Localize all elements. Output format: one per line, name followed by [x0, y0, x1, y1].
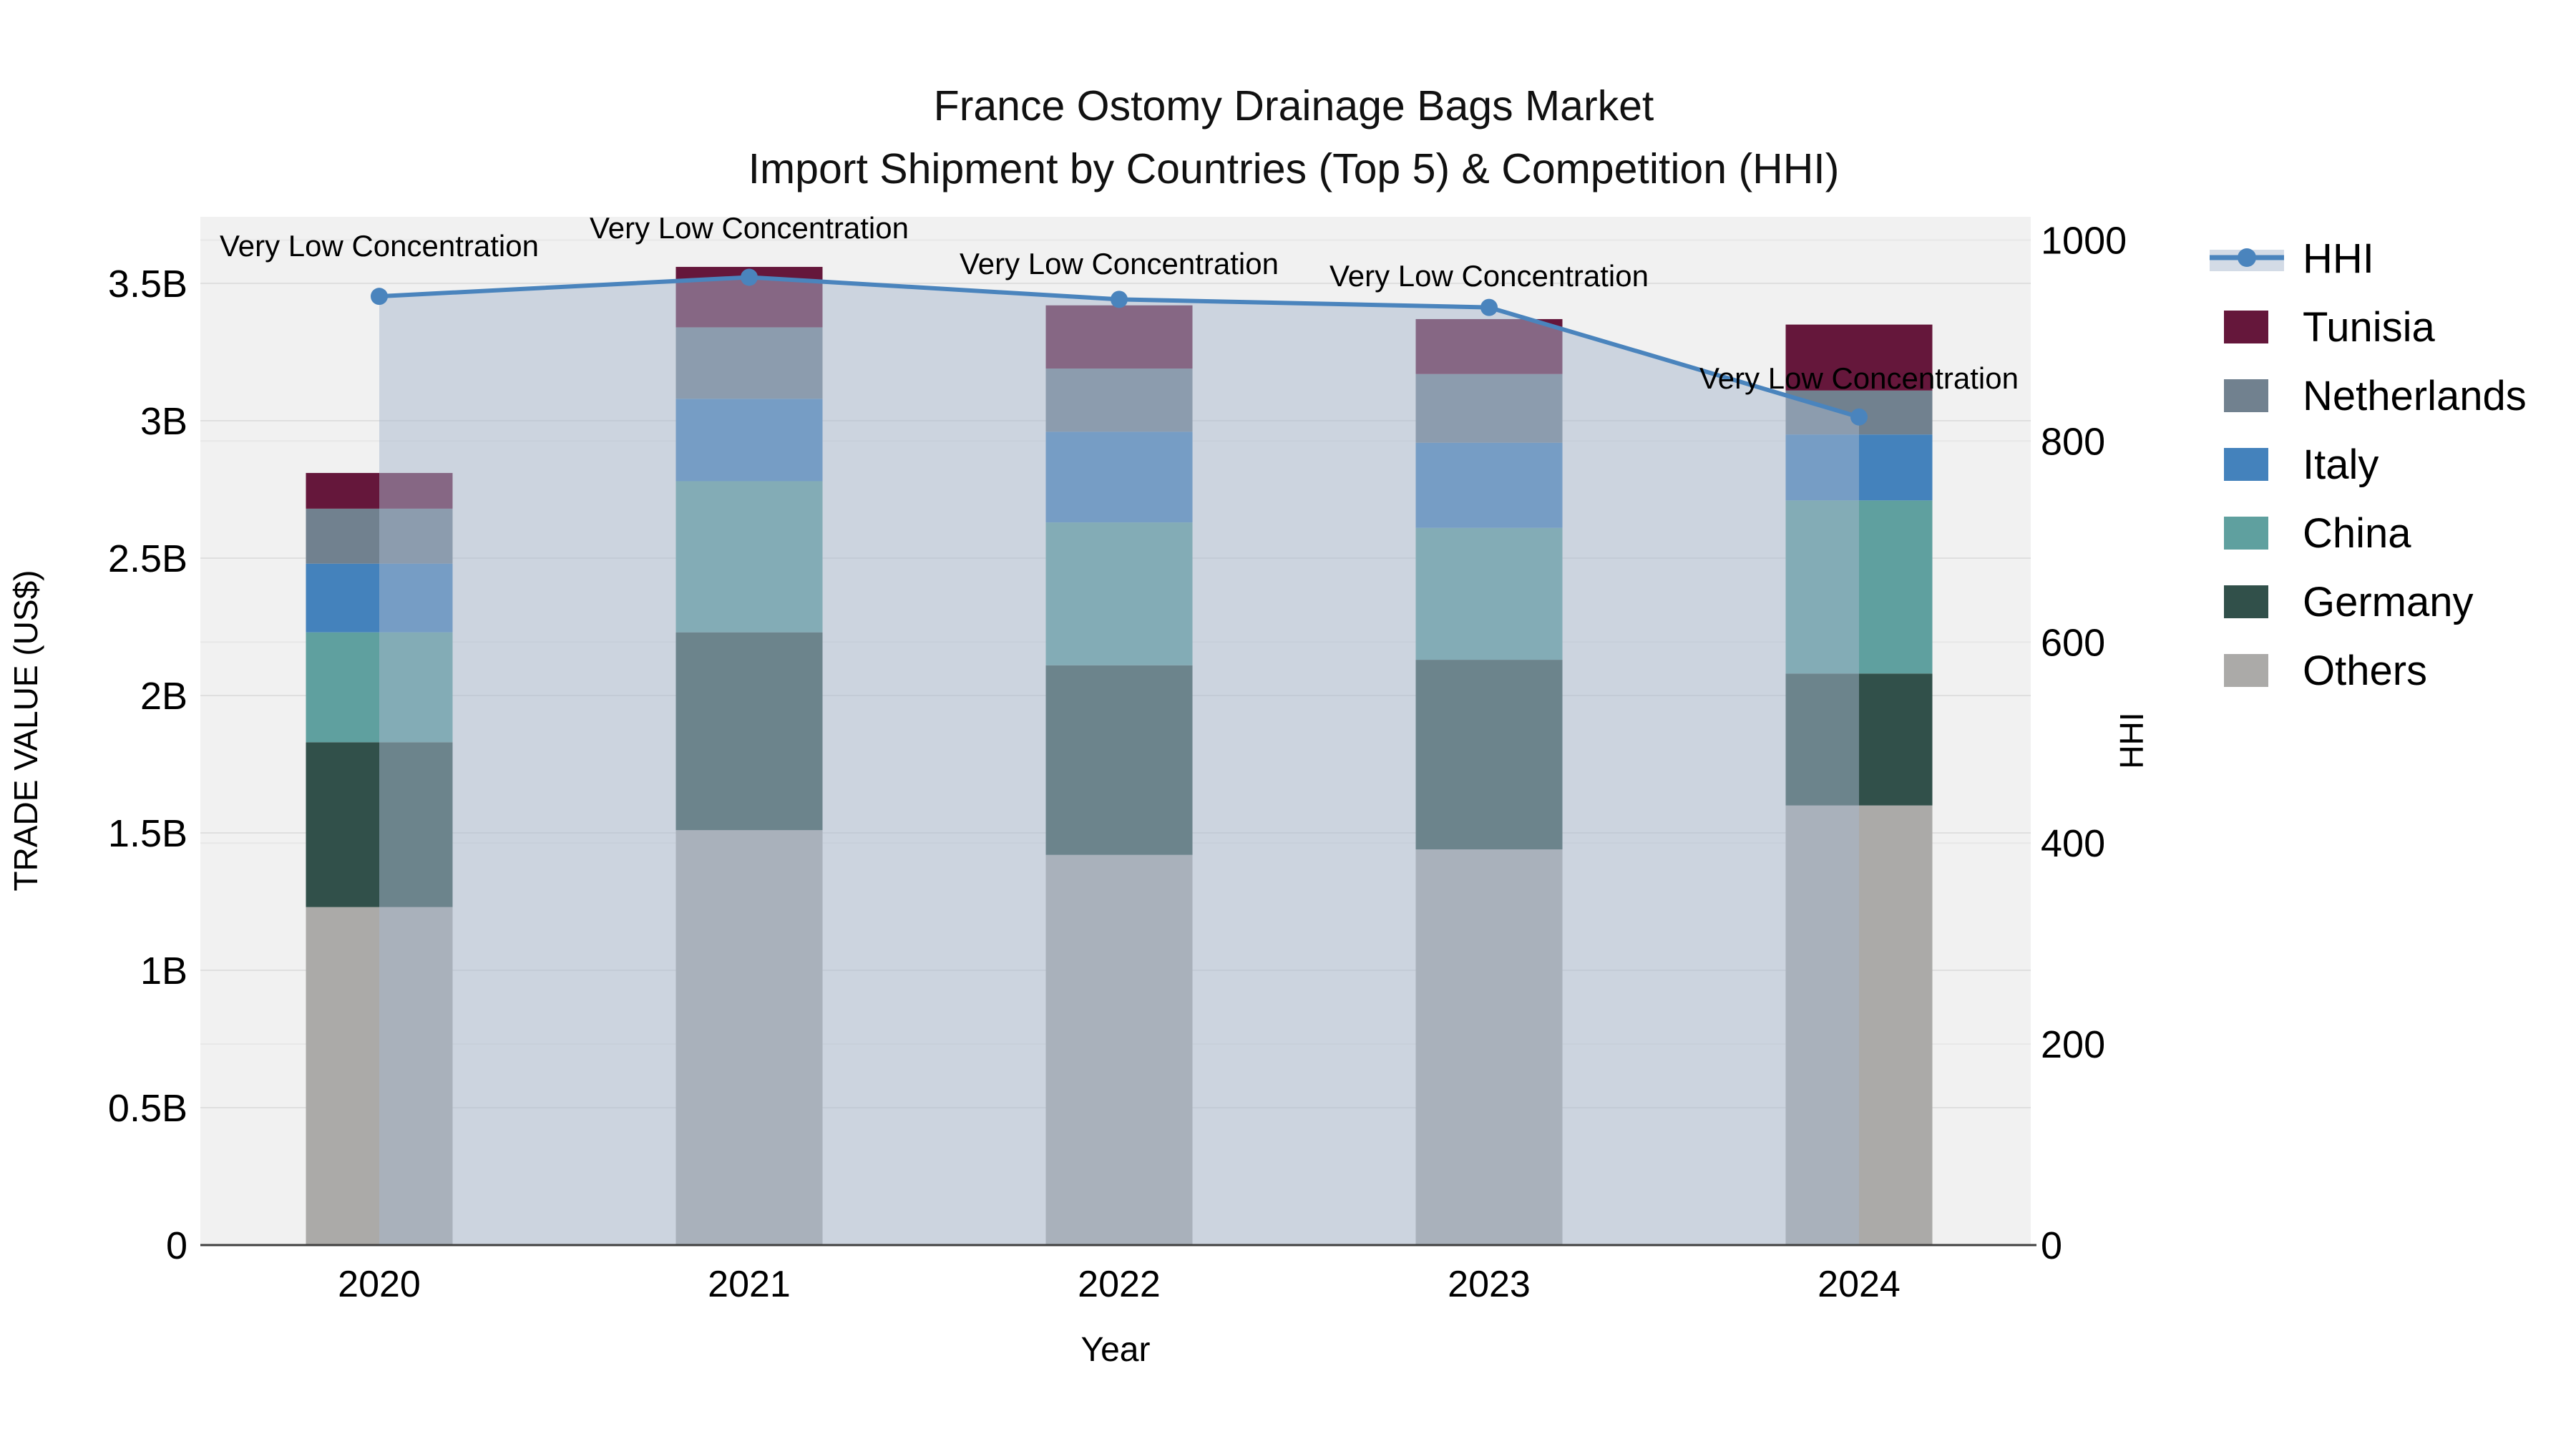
- y-axis-tick-0.5B: 0.5B: [108, 1087, 187, 1130]
- chart-title-line2: Import Shipment by Countries (Top 5) & C…: [748, 145, 1840, 192]
- legend-item-italy[interactable]: Italy: [2224, 441, 2379, 488]
- hhi-axis-tick-0: 0: [2041, 1224, 2062, 1267]
- annotation-very-low-concentration-2021: Very Low Concentration: [590, 211, 909, 245]
- legend-hhi-marker-icon: [2238, 248, 2256, 267]
- hhi-axis-tick-200: 200: [2041, 1023, 2105, 1066]
- hhi-axis-tick-800: 800: [2041, 420, 2105, 463]
- hhi-marker-2020: [371, 288, 388, 306]
- legend-label-netherlands: Netherlands: [2303, 373, 2527, 419]
- hhi-marker-2023: [1480, 298, 1498, 316]
- legend-label-tunisia: Tunisia: [2303, 304, 2436, 351]
- annotation-very-low-concentration-2020: Very Low Concentration: [220, 229, 539, 263]
- legend-item-china[interactable]: China: [2224, 510, 2411, 557]
- legend-swatch-tunisia: [2224, 311, 2268, 343]
- legend-swatch-netherlands: [2224, 379, 2268, 412]
- hhi-axis-tick-1000: 1000: [2041, 220, 2127, 263]
- legend-label-others: Others: [2303, 648, 2427, 694]
- legend-label-hhi: HHI: [2303, 235, 2374, 282]
- chart-title-line1: France Ostomy Drainage Bags Market: [933, 82, 1654, 130]
- x-axis-title: Year: [1081, 1331, 1151, 1369]
- annotation-very-low-concentration-2022: Very Low Concentration: [960, 247, 1279, 280]
- hhi-axis-title: HHI: [2113, 712, 2150, 769]
- y-axis-tick-2B: 2B: [140, 675, 187, 718]
- y-axis-tick-1.5B: 1.5B: [108, 812, 187, 855]
- hhi-marker-2022: [1111, 291, 1128, 308]
- x-axis-tick-2024: 2024: [1818, 1264, 1901, 1305]
- hhi-marker-2024: [1850, 408, 1868, 426]
- x-axis-tick-2023: 2023: [1448, 1264, 1531, 1305]
- y-axis-tick-0: 0: [166, 1224, 187, 1267]
- annotation-very-low-concentration-2023: Very Low Concentration: [1330, 259, 1649, 293]
- legend: HHI Tunisia Netherlands Italy China Germany Ot…: [2210, 235, 2527, 694]
- legend-label-china: China: [2303, 510, 2411, 557]
- legend-item-tunisia[interactable]: Tunisia: [2224, 304, 2436, 351]
- legend-label-italy: Italy: [2303, 441, 2379, 488]
- hhi-marker-2021: [741, 268, 758, 286]
- legend-item-germany[interactable]: Germany: [2224, 579, 2474, 625]
- legend-item-netherlands[interactable]: Netherlands: [2224, 373, 2527, 419]
- annotation-very-low-concentration-2024: Very Low Concentration: [1699, 361, 2019, 395]
- legend-swatch-others: [2224, 654, 2268, 687]
- legend-swatch-china: [2224, 517, 2268, 550]
- legend-item-others[interactable]: Others: [2224, 648, 2427, 694]
- bar-segment-tunisia-2024: [1785, 324, 1933, 391]
- x-axis-tick-2022: 2022: [1078, 1264, 1161, 1305]
- hhi-axis-tick-600: 600: [2041, 621, 2105, 664]
- hhi-axis-tick-400: 400: [2041, 822, 2105, 865]
- legend-label-germany: Germany: [2303, 579, 2474, 625]
- legend-swatch-italy: [2224, 448, 2268, 481]
- y-axis-title: TRADE VALUE (US$): [7, 570, 44, 891]
- y-axis-tick-3B: 3B: [140, 400, 187, 443]
- y-axis-tick-3.5B: 3.5B: [108, 263, 187, 306]
- legend-swatch-germany: [2224, 585, 2268, 618]
- y-axis-tick-1B: 1B: [140, 950, 187, 992]
- x-axis-tick-2020: 2020: [338, 1264, 421, 1305]
- legend-item-hhi[interactable]: HHI: [2210, 235, 2374, 282]
- x-axis-tick-2021: 2021: [708, 1264, 791, 1305]
- chart-title: France Ostomy Drainage Bags Market Impor…: [6, 74, 2576, 200]
- hhi-area-fill: [379, 277, 1859, 1245]
- y-axis-tick-2.5B: 2.5B: [108, 537, 187, 580]
